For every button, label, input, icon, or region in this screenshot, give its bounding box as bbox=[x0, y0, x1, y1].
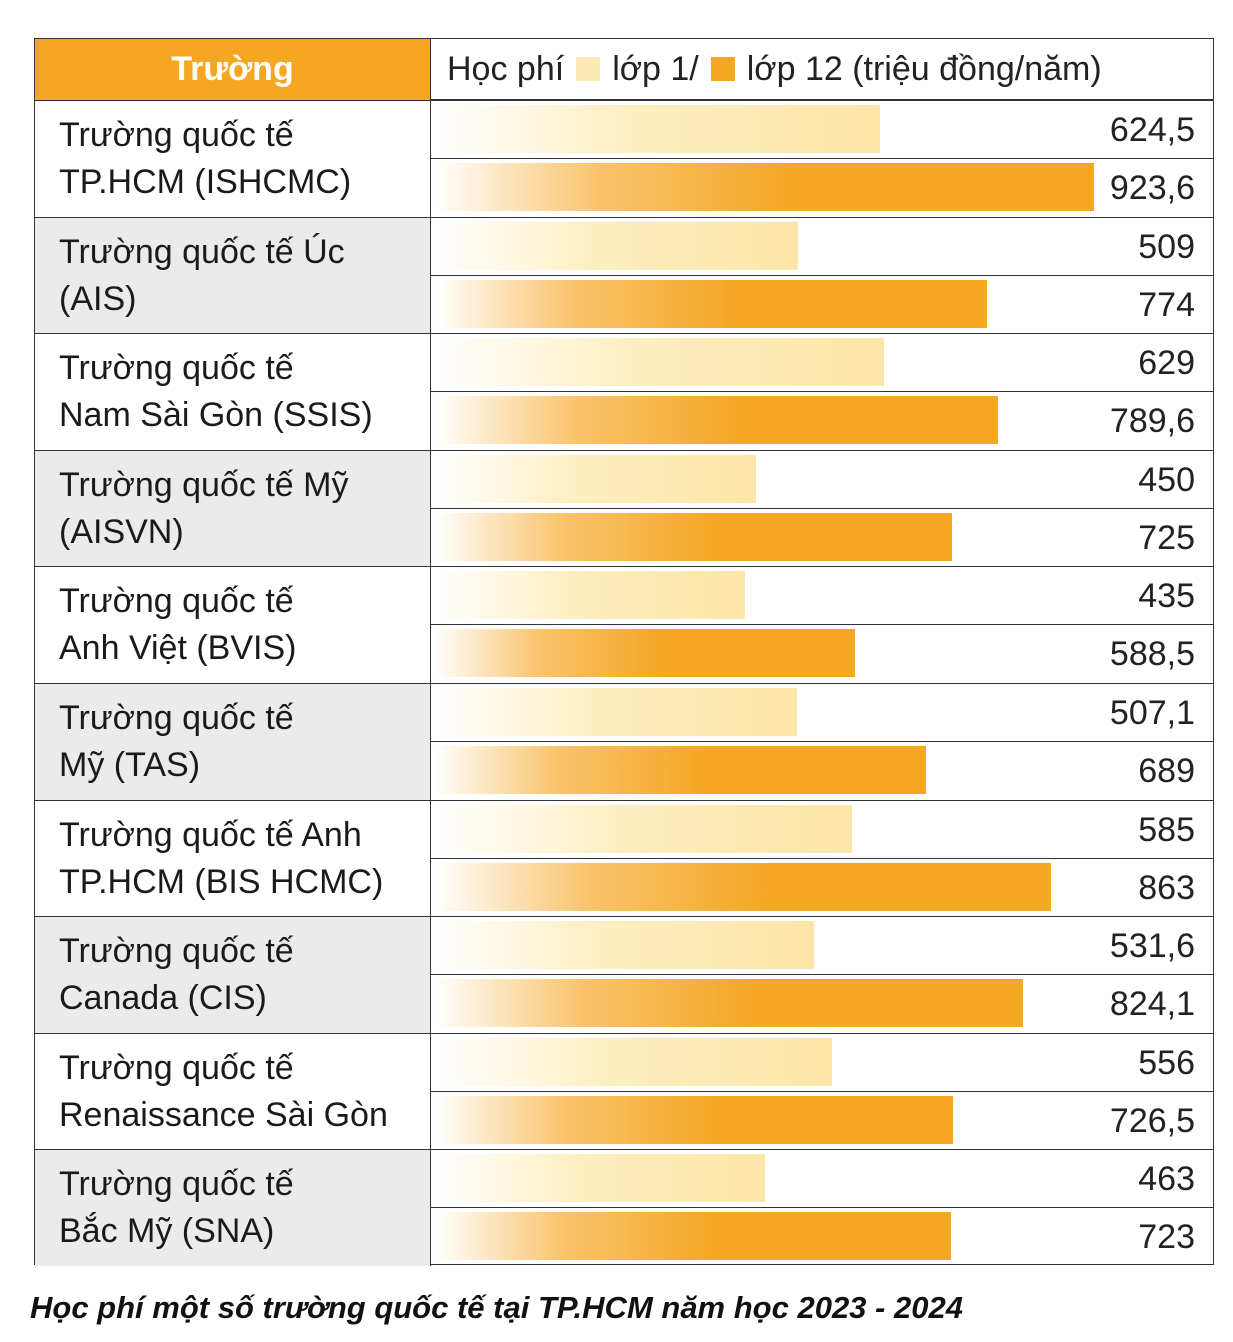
bar-grade12 bbox=[435, 1212, 951, 1261]
chart-caption: Học phí một số trường quốc tế tại TP.HCM… bbox=[30, 1290, 963, 1325]
school-row: Trường quốc tế Canada (CIS) 531,6 824,1 bbox=[35, 916, 1213, 1034]
grade1-lane: 435 bbox=[431, 567, 1213, 626]
bar-grade12 bbox=[435, 396, 999, 445]
school-name: Trường quốc tế Renaissance Sài Gòn bbox=[35, 1033, 431, 1150]
value-label-grade12: 774 bbox=[1138, 285, 1195, 324]
school-row: Trường quốc tế Renaissance Sài Gòn 556 726… bbox=[35, 1032, 1213, 1150]
fee-column-header: Học phí lớp 1/ lớp 12 (triệu đồng/năm) bbox=[431, 39, 1213, 100]
grade1-lane: 531,6 bbox=[431, 917, 1213, 976]
bar-group: 629 789,6 bbox=[431, 334, 1213, 450]
value-label-grade12: 726,5 bbox=[1109, 1101, 1195, 1140]
school-row: Trường quốc tế Mỹ (TAS) 507,1 689 bbox=[35, 683, 1213, 800]
value-label-grade1: 450 bbox=[1138, 460, 1195, 499]
bar-group: 435 588,5 bbox=[431, 567, 1213, 683]
bar-grade12 bbox=[435, 512, 953, 561]
school-name: Trường quốc tế Anh TP.HCM (BIS HCMC) bbox=[35, 800, 431, 917]
bar-grade12 bbox=[435, 163, 1094, 211]
value-label-grade12: 725 bbox=[1138, 518, 1195, 557]
grade12-lane: 689 bbox=[431, 742, 1213, 800]
bar-grade12 bbox=[435, 1095, 954, 1144]
bar-group: 463 723 bbox=[431, 1150, 1213, 1266]
school-row: Trường quốc tế Nam Sài Gòn (SSIS) 629 789,… bbox=[35, 333, 1213, 451]
legend-swatch-grade1 bbox=[576, 57, 601, 81]
school-row: Trường quốc tế Mỹ (AISVN) 450 725 bbox=[35, 449, 1213, 567]
legend-label-grade12: lớp 12 (triệu đồng/năm) bbox=[746, 49, 1102, 88]
grade12-lane: 726,5 bbox=[431, 1092, 1213, 1150]
bar-group: 450 725 bbox=[431, 451, 1213, 567]
school-name: Trường quốc tế Canada (CIS) bbox=[35, 917, 431, 1034]
bar-grade1 bbox=[435, 338, 884, 387]
grade1-lane: 450 bbox=[431, 451, 1213, 509]
grade12-lane: 863 bbox=[431, 859, 1213, 917]
grade1-lane: 507,1 bbox=[431, 684, 1213, 742]
grade12-lane: 923,6 bbox=[431, 159, 1213, 217]
school-name: Trường quốc tế Anh Việt (BVIS) bbox=[35, 567, 431, 684]
bar-grade1 bbox=[435, 454, 756, 503]
grade12-lane: 774 bbox=[431, 276, 1213, 334]
school-row: Trường quốc tế Bắc Mỹ (SNA) 463 723 bbox=[35, 1149, 1213, 1267]
grade1-lane: 624,5 bbox=[431, 101, 1213, 159]
bar-group: 556 726,5 bbox=[431, 1034, 1213, 1150]
bar-group: 507,1 689 bbox=[431, 684, 1213, 800]
legend-label-grade1: lớp 1/ bbox=[612, 49, 699, 88]
fee-label: Học phí bbox=[447, 49, 565, 88]
value-label-grade1: 556 bbox=[1138, 1043, 1195, 1082]
grade12-lane: 824,1 bbox=[431, 975, 1213, 1033]
school-row: Trường quốc tế Anh Việt (BVIS) 435 588,5 bbox=[35, 566, 1213, 684]
value-label-grade1: 507,1 bbox=[1109, 694, 1195, 732]
value-label-grade1: 509 bbox=[1138, 227, 1195, 266]
school-row: Trường quốc tế Úc (AIS) 509 774 bbox=[35, 216, 1213, 334]
grade12-lane: 588,5 bbox=[431, 625, 1213, 683]
school-name: Trường quốc tế Nam Sài Gòn (SSIS) bbox=[35, 334, 431, 451]
school-name: Trường quốc tế Mỹ (TAS) bbox=[35, 684, 431, 800]
bar-group: 585 863 bbox=[431, 801, 1213, 917]
school-name: Trường quốc tế Mỹ (AISVN) bbox=[35, 450, 431, 567]
legend-swatch-grade12 bbox=[710, 57, 735, 81]
grade1-lane: 556 bbox=[431, 1034, 1213, 1092]
fee-table: Trường Học phí lớp 1/ lớp 12 (triệu đồng… bbox=[34, 38, 1214, 1267]
value-label-grade12: 923,6 bbox=[1109, 169, 1195, 207]
school-row: Trường quốc tế Anh TP.HCM (BIS HCMC) 585 8… bbox=[35, 799, 1213, 917]
bar-group: 509 774 bbox=[431, 218, 1213, 334]
bar-grade1 bbox=[435, 1154, 766, 1203]
grade12-lane: 789,6 bbox=[431, 392, 1213, 450]
bar-grade12 bbox=[435, 862, 1051, 911]
school-name: Trường quốc tế Bắc Mỹ (SNA) bbox=[35, 1150, 431, 1267]
bar-grade12 bbox=[435, 979, 1023, 1028]
bar-group: 624,5 923,6 bbox=[431, 101, 1213, 217]
grade1-lane: 463 bbox=[431, 1150, 1213, 1209]
value-label-grade1: 435 bbox=[1138, 577, 1195, 616]
grade12-lane: 725 bbox=[431, 509, 1213, 567]
school-name: Trường quốc tế Úc (AIS) bbox=[35, 217, 431, 334]
value-label-grade1: 531,6 bbox=[1109, 927, 1195, 966]
school-row: Trường quốc tế TP.HCM (ISHCMC) 624,5 923,6 bbox=[35, 100, 1213, 217]
value-label-grade1: 463 bbox=[1138, 1160, 1195, 1199]
grade12-lane: 723 bbox=[431, 1208, 1213, 1266]
value-label-grade1: 585 bbox=[1138, 810, 1195, 849]
value-label-grade12: 824,1 bbox=[1109, 985, 1195, 1024]
bar-grade12 bbox=[435, 279, 988, 328]
value-label-grade12: 723 bbox=[1138, 1218, 1195, 1257]
bar-grade12 bbox=[435, 629, 855, 678]
bar-grade1 bbox=[435, 688, 797, 736]
bar-grade1 bbox=[435, 921, 815, 970]
bar-grade1 bbox=[435, 221, 799, 270]
value-label-grade12: 689 bbox=[1138, 752, 1195, 790]
value-label-grade12: 588,5 bbox=[1109, 635, 1195, 674]
school-name: Trường quốc tế TP.HCM (ISHCMC) bbox=[35, 101, 431, 217]
bar-grade12 bbox=[435, 746, 927, 794]
grade1-lane: 509 bbox=[431, 218, 1213, 276]
bar-grade1 bbox=[435, 571, 746, 620]
value-label-grade12: 789,6 bbox=[1109, 402, 1195, 441]
grade1-lane: 629 bbox=[431, 334, 1213, 393]
bar-grade1 bbox=[435, 1037, 832, 1086]
grade1-lane: 585 bbox=[431, 801, 1213, 859]
value-label-grade1: 629 bbox=[1138, 344, 1195, 383]
school-column-header: Trường bbox=[35, 39, 431, 100]
bar-grade1 bbox=[435, 804, 853, 853]
bar-group: 531,6 824,1 bbox=[431, 917, 1213, 1033]
value-label-grade1: 624,5 bbox=[1109, 111, 1195, 149]
value-label-grade12: 863 bbox=[1138, 868, 1195, 907]
bar-grade1 bbox=[435, 105, 881, 153]
